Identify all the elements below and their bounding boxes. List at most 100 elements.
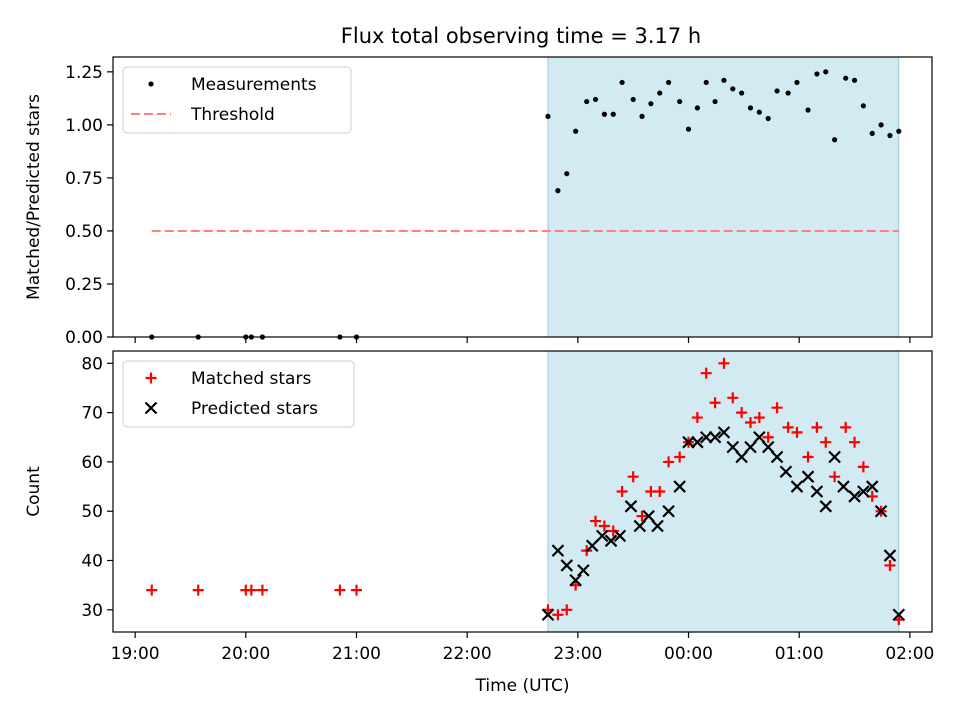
- y-tick-label: 60: [81, 453, 103, 473]
- matched-star-point: [736, 407, 748, 419]
- y-tick-label: 0.00: [65, 328, 103, 348]
- count-observing-span: [547, 350, 900, 633]
- predicted-star-point: [828, 450, 841, 464]
- predicted-star-point: [770, 450, 784, 464]
- measurement-point: [584, 98, 590, 105]
- count-axes-frame: [112, 350, 933, 633]
- predicted-star-point: [726, 440, 740, 454]
- predicted-star-point: [673, 480, 686, 493]
- measurement-point: [545, 113, 551, 119]
- matched-star-point: [718, 357, 730, 369]
- predicted-star-point: [717, 426, 731, 439]
- matched-star-point: [820, 436, 832, 448]
- count-legend: Matched stars Predicted stars: [122, 360, 355, 428]
- ratio-y-axis-label: Matched/Predicted stars: [24, 94, 44, 300]
- measurement-point: [630, 96, 636, 103]
- measurement-point: [851, 77, 858, 83]
- matched-star-point: [627, 471, 639, 483]
- y-tick-label: 0.75: [65, 169, 103, 189]
- matched-star-point: [192, 584, 204, 596]
- matched-star-point: [256, 584, 268, 596]
- measurement-point: [694, 105, 700, 111]
- predicted-star-point: [801, 470, 815, 483]
- measurement-point: [730, 86, 736, 92]
- measurement-point: [601, 111, 608, 117]
- measurement-point: [610, 111, 616, 117]
- predicted-star-point: [892, 608, 906, 622]
- measurement-point: [739, 90, 745, 96]
- figure-title: Flux total observing time = 3.17 h: [341, 24, 701, 48]
- matched-star-point: [771, 402, 783, 414]
- matched-star-point: [849, 436, 861, 448]
- matched-star-point: [709, 397, 721, 409]
- matched-star-point: [691, 412, 703, 424]
- matched-star-point: [753, 412, 765, 424]
- matched-star-point: [811, 421, 823, 433]
- measurement-point: [869, 130, 875, 136]
- legend-label: Measurements: [191, 75, 317, 95]
- legend-predicted-marker: [144, 401, 158, 415]
- measurement-point: [765, 115, 771, 122]
- legend-label: Matched stars: [191, 369, 311, 389]
- predicted-star-point: [604, 534, 618, 548]
- predicted-star-point: [779, 465, 793, 479]
- matched-star-point: [590, 515, 602, 527]
- matched-star-point: [654, 486, 666, 497]
- x-tick-label: 01:00: [775, 644, 824, 664]
- matched-star-point: [245, 584, 257, 596]
- y-tick-label: 30: [81, 601, 103, 621]
- predicted-star-point: [642, 509, 655, 523]
- matched-star-point: [857, 461, 869, 473]
- ratio-axes-frame: [112, 56, 933, 338]
- predicted-star-point: [651, 519, 664, 533]
- measurement-point: [896, 128, 902, 134]
- predicted-star-point: [633, 519, 647, 533]
- measurement-point: [794, 79, 800, 86]
- measurement-point: [703, 79, 709, 86]
- measurement-point: [832, 137, 838, 143]
- matched-star-point: [616, 486, 628, 497]
- x-axis-label: Time (UTC): [475, 676, 570, 696]
- legend-matched-marker: [145, 372, 157, 384]
- predicted-star-point: [819, 500, 833, 513]
- predicted-star-point: [541, 608, 555, 622]
- predicted-star-point: [744, 440, 757, 454]
- predicted-star-point: [810, 485, 824, 498]
- ratio-series-1: [149, 69, 902, 340]
- count-series-2: [541, 426, 906, 622]
- ratio-panel: 0.00 0.25 0.50 0.75 1.00 1.25 Matched/Predicte…: [24, 56, 933, 348]
- matched-star-point: [674, 451, 686, 463]
- y-tick-label: 70: [81, 404, 103, 424]
- legend-box: [122, 360, 355, 428]
- predicted-star-point: [662, 504, 675, 518]
- measurement-point: [619, 79, 625, 86]
- legend-label: Threshold: [190, 105, 275, 125]
- matched-star-point: [636, 510, 648, 522]
- ratio-legend: Measurements Threshold: [122, 66, 352, 134]
- measurement-point: [887, 132, 893, 139]
- matched-star-point: [727, 392, 739, 404]
- matched-star-point: [782, 421, 794, 433]
- count-panel: 30 40 50 60 70 80 19:00 20:00 21:00 22:00 23:00 00:…: [24, 350, 934, 696]
- measurement-point: [823, 69, 829, 75]
- measurement-point: [774, 88, 780, 94]
- predicted-star-point: [735, 450, 748, 464]
- matched-star-point: [762, 431, 774, 443]
- predicted-star-point: [753, 430, 766, 444]
- predicted-star-point: [595, 529, 609, 543]
- x-tick-label: 20:00: [221, 644, 270, 664]
- measurement-point: [756, 109, 762, 115]
- predicted-star-point: [551, 544, 565, 557]
- predicted-star-point: [837, 480, 850, 493]
- matched-star-point: [146, 584, 158, 596]
- matched-star-point: [829, 471, 841, 483]
- matched-star-point: [350, 584, 362, 596]
- measurement-point: [657, 90, 663, 96]
- matched-star-point: [663, 456, 675, 468]
- measurement-point: [592, 96, 599, 103]
- measurement-point: [665, 79, 672, 86]
- measurement-point: [573, 128, 579, 134]
- measurement-point: [860, 103, 866, 109]
- predicted-star-point: [865, 480, 879, 493]
- x-tick-label: 02:00: [885, 644, 934, 664]
